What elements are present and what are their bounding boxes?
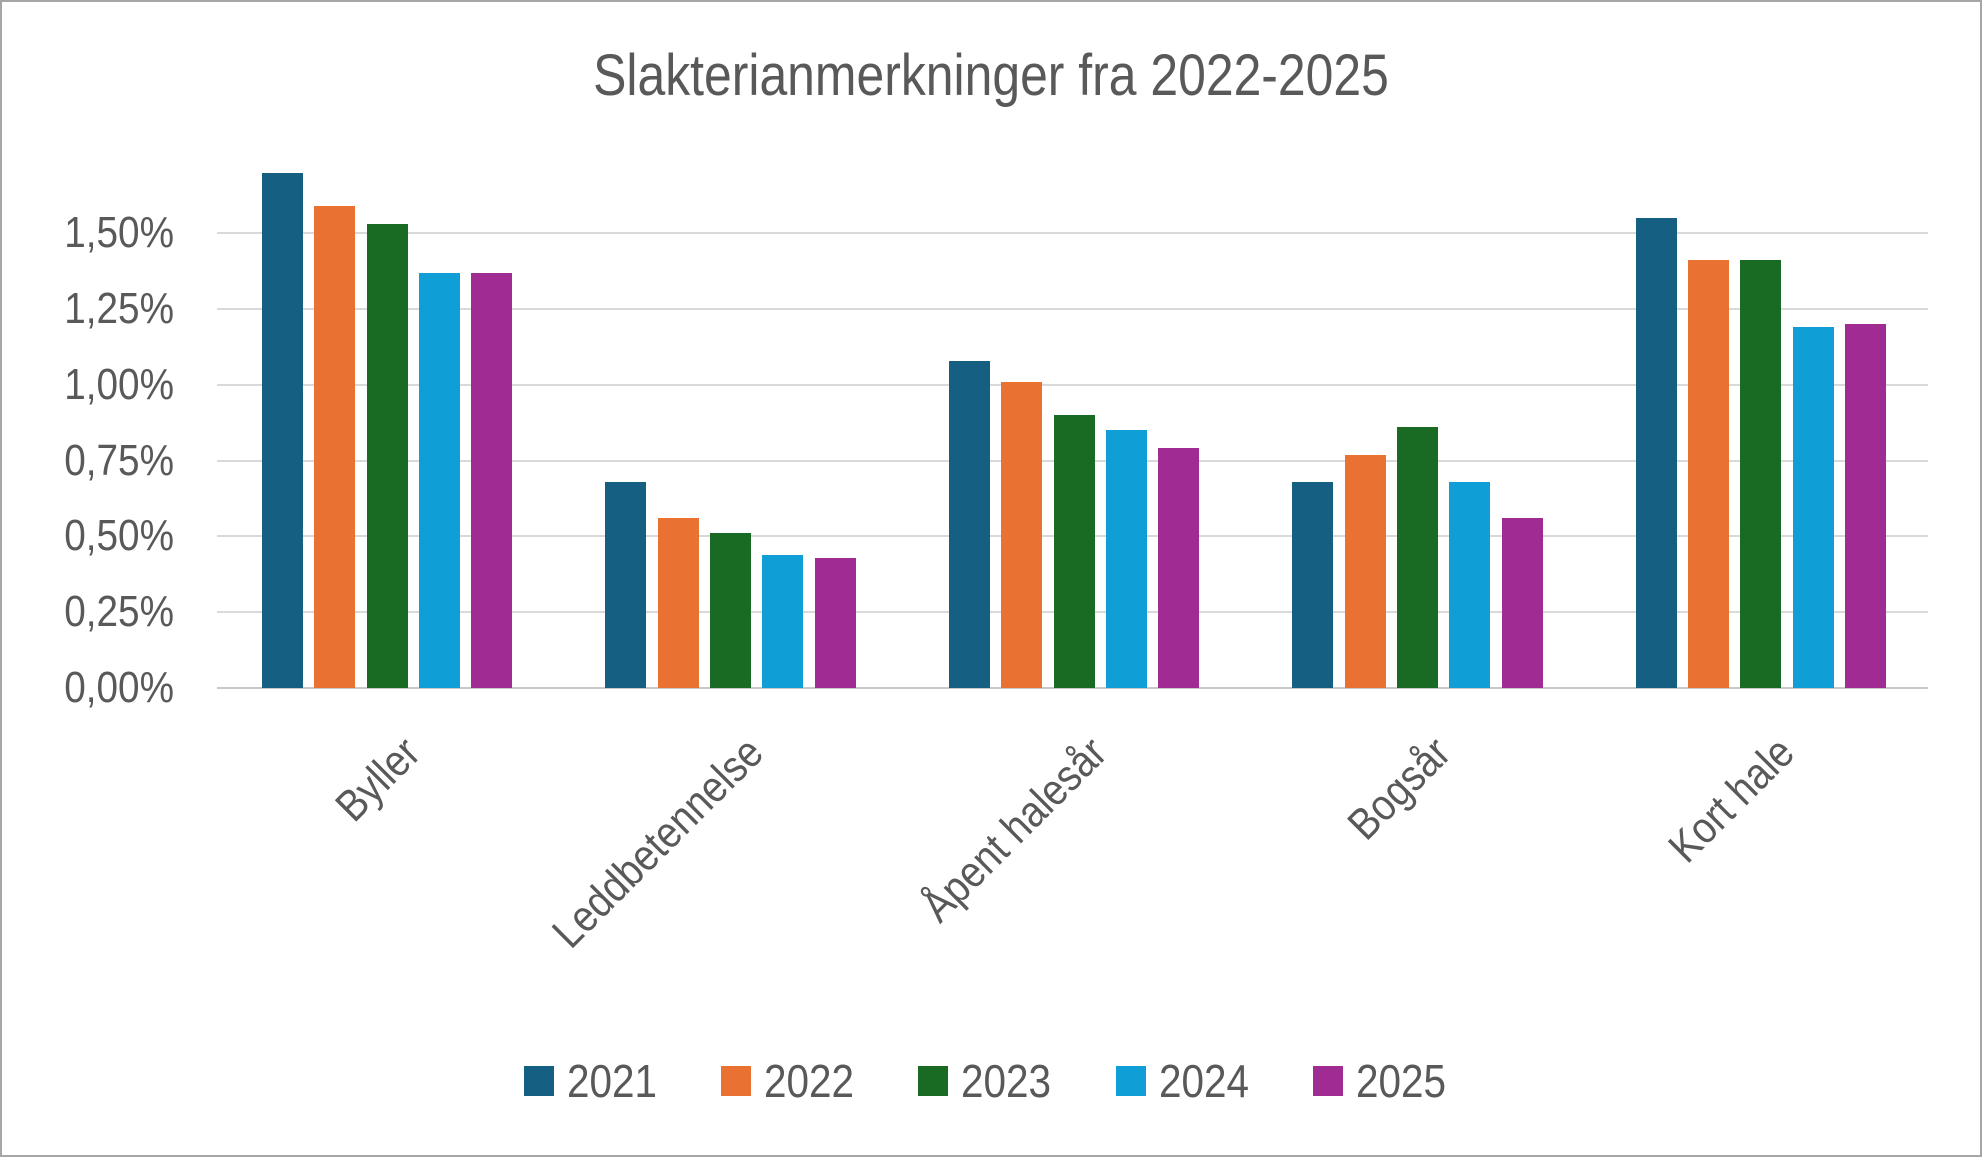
gridline <box>217 308 1928 310</box>
gridline <box>217 232 1928 235</box>
bar-2024-åpent-halesår <box>1105 430 1147 688</box>
y-tick-label: 0,50% <box>64 511 174 561</box>
bar-2022-kort-hale <box>1687 260 1729 688</box>
x-category-label-åpent-halesår: Åpent halesår <box>912 727 1117 932</box>
bar-2023-leddbetennelse <box>710 533 752 688</box>
legend-swatch-2023 <box>918 1066 949 1096</box>
bar-2024-bogsår <box>1449 481 1491 688</box>
bar-2025-kort-hale <box>1845 324 1886 688</box>
gridline <box>217 383 1928 386</box>
legend-item-2022: 2022 <box>720 1055 866 1107</box>
y-tick-label: 1,25% <box>64 284 174 333</box>
bar-2023-byller <box>366 224 408 688</box>
bar-2022-leddbetennelse <box>657 518 699 688</box>
bar-2025-byller <box>471 272 513 688</box>
legend-label-2024: 2024 <box>1158 1055 1249 1107</box>
chart-title: Slakterianmerkninger fra 2022-2025 <box>593 43 1389 108</box>
y-tick-label: 0,25% <box>64 587 174 637</box>
legend-swatch-2022 <box>720 1066 751 1096</box>
bar-2021-åpent-halesår <box>948 360 990 688</box>
bar-2021-leddbetennelse <box>605 481 647 688</box>
legend-label-2023: 2023 <box>961 1055 1052 1107</box>
bar-2023-bogsår <box>1396 427 1438 688</box>
bar-2021-kort-hale <box>1635 218 1677 688</box>
y-tick-label: 0,00% <box>64 663 174 712</box>
legend-swatch-2024 <box>1115 1066 1146 1096</box>
x-category-label-bogsår: Bogsår <box>1338 727 1460 850</box>
x-axis-line <box>217 687 1928 689</box>
legend-item-2023: 2023 <box>918 1058 1063 1104</box>
bar-2023-kort-hale <box>1740 260 1782 688</box>
bar-2022-byller <box>314 205 356 688</box>
legend-item-2021: 2021 <box>523 1055 669 1107</box>
legend-label-2021: 2021 <box>566 1055 657 1107</box>
legend-label-2025: 2025 <box>1356 1055 1447 1107</box>
bar-2021-byller <box>262 172 303 688</box>
bar-2021-bogsår <box>1292 481 1334 688</box>
x-category-label-kort-hale: Kort hale <box>1659 727 1804 873</box>
y-tick-label: 0,75% <box>64 435 174 485</box>
y-tick-label: 1,50% <box>64 208 174 258</box>
legend: 2021 2022 2023 2024 2025 <box>2 1058 1980 1104</box>
y-tick-label: 1,00% <box>64 359 174 409</box>
bar-2024-leddbetennelse <box>762 554 804 688</box>
bar-2024-kort-hale <box>1792 327 1834 688</box>
bar-2023-åpent-halesår <box>1053 415 1095 688</box>
bar-2025-åpent-halesår <box>1158 448 1200 688</box>
legend-swatch-2025 <box>1313 1066 1344 1096</box>
legend-swatch-2021 <box>523 1066 554 1096</box>
legend-item-2025: 2025 <box>1313 1058 1458 1104</box>
x-category-label-leddbetennelse: Leddbetennelse <box>543 727 774 958</box>
bar-2025-bogsår <box>1501 518 1543 688</box>
bar-2025-leddbetennelse <box>814 557 856 688</box>
x-category-label-byller: Byller <box>326 727 430 831</box>
bar-2022-åpent-halesår <box>1001 381 1043 688</box>
legend-label-2022: 2022 <box>763 1055 855 1107</box>
bar-2024-byller <box>419 272 461 688</box>
legend-item-2024: 2024 <box>1115 1055 1261 1107</box>
bar-2022-bogsår <box>1344 454 1386 688</box>
